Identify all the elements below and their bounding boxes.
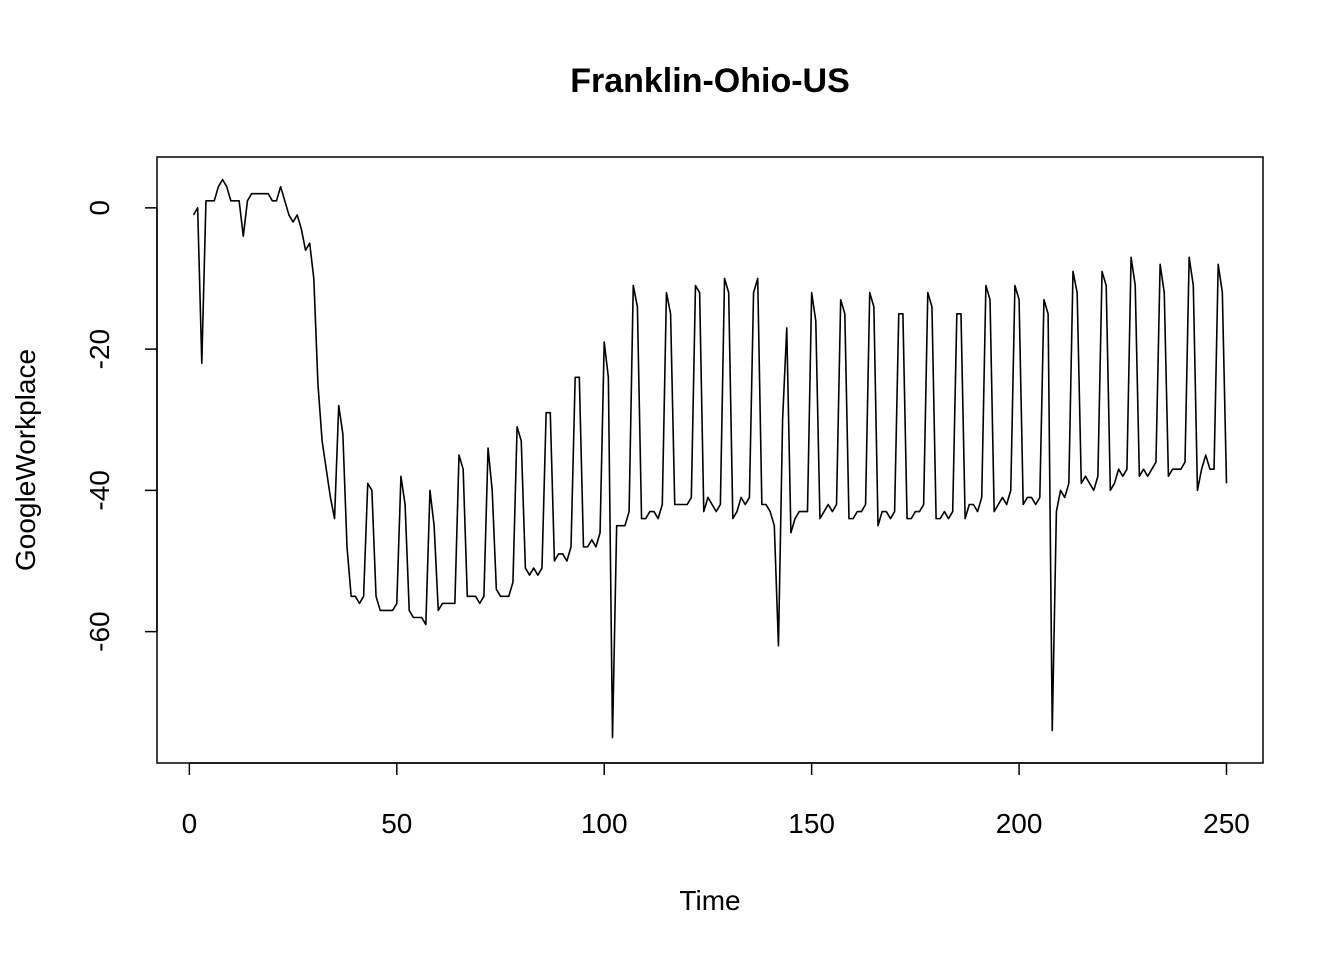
y-axis: 0 -20 -40 -60 (84, 200, 158, 652)
y-axis-label: GoogleWorkplace (10, 349, 41, 571)
x-tick-label: 200 (996, 808, 1043, 839)
x-tick-label: 250 (1203, 808, 1250, 839)
x-tick-label: 150 (788, 808, 835, 839)
chart-title: Franklin-Ohio-US (570, 62, 850, 100)
y-tick-label: -60 (84, 611, 115, 651)
y-tick-label: -20 (84, 329, 115, 369)
x-axis-label: Time (679, 885, 740, 916)
series-line (192, 178, 1228, 739)
x-tick-label: 0 (182, 808, 198, 839)
plot-frame (156, 156, 1264, 764)
x-tick-label: 50 (381, 808, 412, 839)
y-tick-label: 0 (84, 200, 115, 216)
x-tick-label: 100 (581, 808, 628, 839)
y-tick-label: -40 (84, 470, 115, 510)
x-axis: 0 50 100 150 200 250 (182, 762, 1250, 839)
